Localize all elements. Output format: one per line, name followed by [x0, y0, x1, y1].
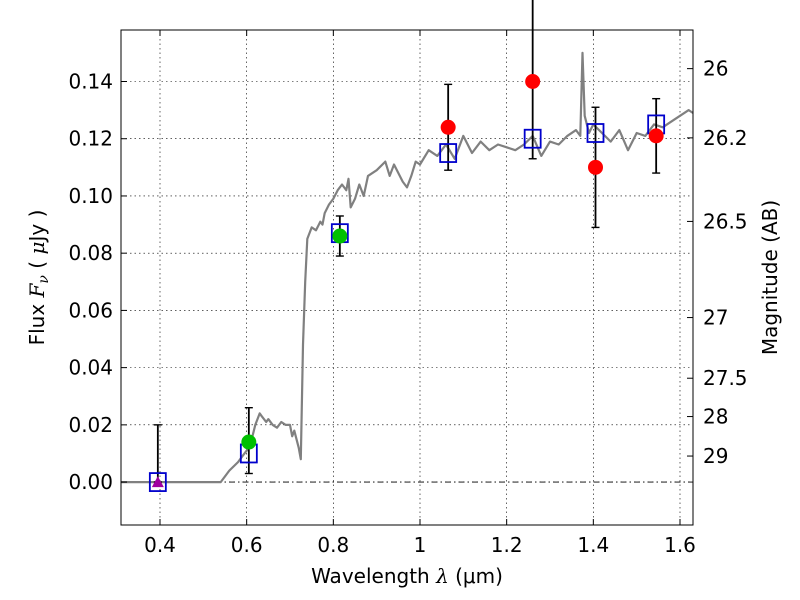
spectrum-line: [121, 51, 694, 484]
x-tick-label: 0.6: [231, 533, 263, 557]
observed-flux-point: [648, 128, 664, 144]
x-axis-label: Wavelength λ (μm): [311, 564, 503, 588]
observed-flux-point: [332, 228, 348, 244]
data-markers: [148, 74, 666, 492]
y-tick-label: 0.12: [68, 127, 113, 151]
y-tick-label: 0.10: [68, 184, 113, 208]
magnitude-tick-label: 27: [703, 306, 728, 330]
y-tick-label: 0.02: [68, 413, 113, 437]
observed-flux-point: [440, 119, 456, 135]
model-square-point: [148, 472, 167, 492]
model-square-point: [586, 123, 605, 143]
magnitude-tick-label: 26.2: [703, 126, 748, 150]
magnitude-tick-label: 28: [703, 405, 728, 429]
model-square-point: [439, 143, 458, 163]
observed-flux-point: [241, 434, 257, 450]
x-tick-label: 1: [414, 533, 427, 557]
upper-limit-triangle: [151, 476, 164, 488]
magnitude-tick-label: 27.5: [703, 366, 748, 390]
magnitude-tick-label: 26: [703, 57, 728, 81]
x-tick-label: 1.2: [491, 533, 523, 557]
y-tick-label: 0.14: [68, 70, 113, 94]
x-tick-label: 0.4: [144, 533, 176, 557]
x-tick-label: 0.8: [317, 533, 349, 557]
y-tick-label: 0.08: [68, 241, 113, 265]
magnitude-tick-label: 29: [703, 444, 728, 468]
y-tick-label: 0.04: [68, 356, 113, 380]
x-tick-label: 1.4: [577, 533, 609, 557]
magnitude-tick-label: 26.5: [703, 209, 748, 233]
spectrum-series: [121, 51, 694, 484]
magnitude-axis-label: Magnitude (AB): [758, 200, 782, 355]
y-tick-label: 0.00: [68, 470, 113, 494]
y-axis-label: Flux Fν ( μJy ): [25, 210, 52, 346]
observed-flux-point: [525, 74, 541, 90]
axis-ticks: 0.4 0.6 0.8 1 1.2 1.4 1.6 0.00 0.02 0.04 0.06 0.08 0…: [68, 30, 748, 557]
model-square-point: [523, 128, 542, 149]
observed-flux-point: [588, 159, 603, 175]
y-tick-label: 0.06: [68, 298, 113, 322]
grid: [121, 30, 693, 525]
x-tick-label: 1.6: [664, 533, 696, 557]
plot-frame: [120, 29, 694, 526]
